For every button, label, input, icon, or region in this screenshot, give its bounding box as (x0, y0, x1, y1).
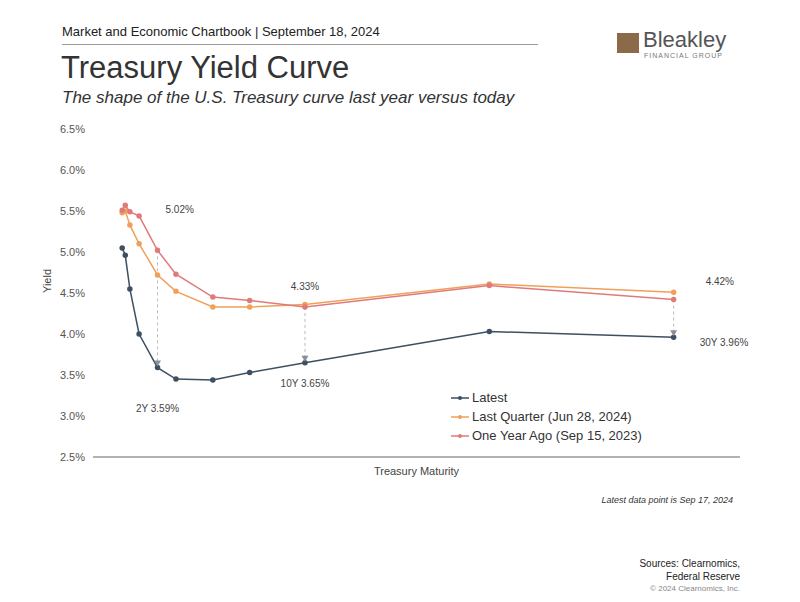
html-text:FINANCIAL GROUP: FINANCIAL GROUP (644, 52, 723, 59)
svg-text:10Y 3.65%: 10Y 3.65% (281, 378, 330, 389)
html-text:Market and Economic Chartbook: Market and Economic Chartbook | Septembe… (62, 24, 380, 39)
svg-text:3.5%: 3.5% (60, 369, 85, 381)
svg-text:2.5%: 2.5% (60, 451, 85, 463)
html-text:Latest data point is Sep 17, 2: Latest data point is Sep 17, 2024 (601, 495, 733, 505)
html-text:Treasury Yield Curve: Treasury Yield Curve (61, 50, 350, 85)
svg-text:4.5%: 4.5% (60, 287, 85, 299)
svg-text:4.33%: 4.33% (291, 281, 319, 292)
svg-text:5.5%: 5.5% (60, 205, 85, 217)
svg-text:Treasury Maturity: Treasury Maturity (374, 465, 460, 477)
svg-text:5.0%: 5.0% (60, 246, 85, 258)
svg-text:2Y 3.59%: 2Y 3.59% (136, 403, 179, 414)
svg-text:4.42%: 4.42% (706, 276, 734, 287)
svg-text:6.0%: 6.0% (60, 164, 85, 176)
html-text:Latest: Latest (472, 390, 508, 405)
html-text:Federal Reserve: Federal Reserve (666, 571, 740, 582)
svg-text:30Y 3.96%: 30Y 3.96% (700, 337, 749, 348)
html-text:Sources: Clearnomics,: Sources: Clearnomics, (639, 558, 740, 569)
svg-text:Yield: Yield (41, 269, 53, 293)
html-text:Bleakley: Bleakley (643, 27, 727, 52)
svg-text:3.0%: 3.0% (60, 410, 85, 422)
html-text:One Year Ago (Sep 15, 2023): One Year Ago (Sep 15, 2023) (472, 428, 642, 443)
html-text:Last Quarter (Jun 28, 2024): Last Quarter (Jun 28, 2024) (472, 409, 632, 424)
html-text:The shape of the U.S. Treasury: The shape of the U.S. Treasury curve las… (62, 88, 515, 107)
svg-text:6.5%: 6.5% (60, 123, 85, 135)
svg-text:5.02%: 5.02% (166, 204, 194, 215)
svg-text:4.0%: 4.0% (60, 328, 85, 340)
html-text:© 2024 Clearnomics, Inc.: © 2024 Clearnomics, Inc. (650, 584, 740, 593)
